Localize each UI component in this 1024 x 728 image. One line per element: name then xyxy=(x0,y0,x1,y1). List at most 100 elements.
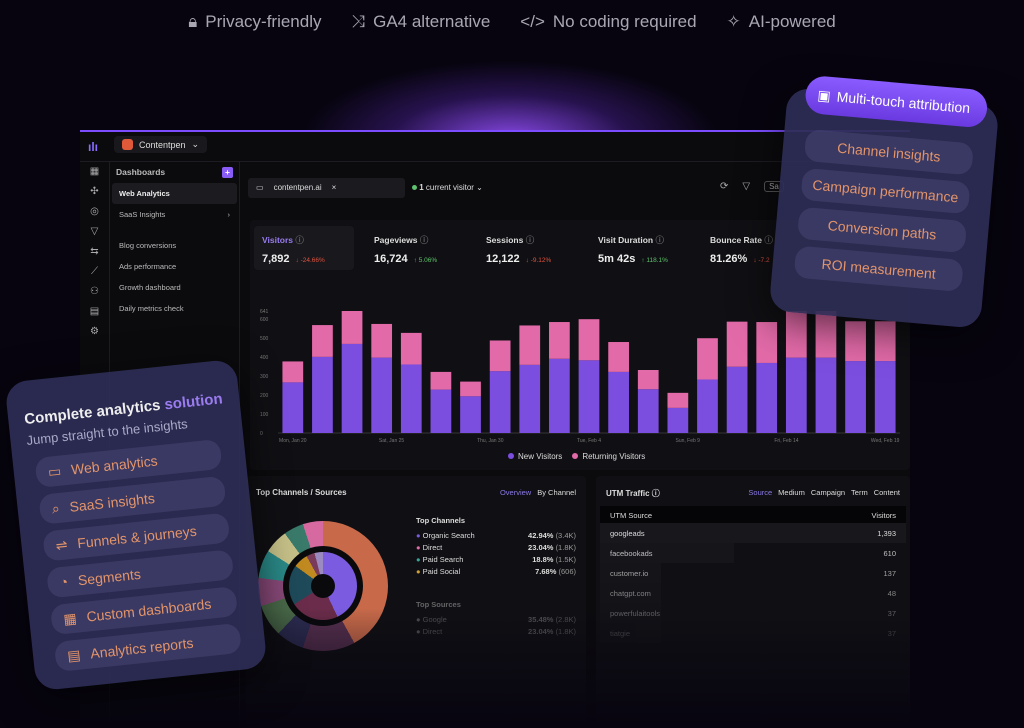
add-dashboard-button[interactable]: + xyxy=(222,167,233,178)
bar-new-visitors[interactable] xyxy=(430,389,452,433)
utm-tab-medium[interactable]: Medium xyxy=(778,488,805,497)
bar-new-visitors[interactable] xyxy=(341,343,363,433)
utm-tab-term[interactable]: Term xyxy=(851,488,868,497)
bar-returning-visitors[interactable] xyxy=(756,322,778,363)
filter-icon[interactable]: ▽ xyxy=(742,181,751,192)
sidebar-item[interactable]: Ads performance xyxy=(119,262,177,271)
bar-new-visitors[interactable] xyxy=(460,396,481,433)
attribution-item[interactable]: Channel insights xyxy=(803,128,974,176)
bar-new-visitors[interactable] xyxy=(697,379,718,433)
info-icon[interactable]: ⓘ xyxy=(764,235,773,245)
info-icon[interactable]: ⓘ xyxy=(419,235,429,245)
bar-new-visitors[interactable] xyxy=(578,360,600,433)
bar-returning-visitors[interactable] xyxy=(489,340,511,372)
sidebar-item[interactable]: Growth dashboard xyxy=(119,283,181,292)
bar-new-visitors[interactable] xyxy=(815,357,837,433)
legend-item[interactable]: New Visitors xyxy=(508,452,562,461)
sidebar-item-web-analytics[interactable]: Web Analytics xyxy=(112,183,237,204)
utm-row[interactable]: powerfulaitools 37 xyxy=(600,603,906,623)
bar-returning-visitors[interactable] xyxy=(549,322,570,359)
chart-icon[interactable]: ⟋ xyxy=(91,266,98,277)
gear-icon[interactable]: ⚙ xyxy=(90,326,99,337)
utm-row[interactable]: facebookads 610 xyxy=(600,543,906,563)
bar-new-visitors[interactable] xyxy=(371,357,393,433)
legend-item[interactable]: Returning Visitors xyxy=(572,452,645,461)
bar-new-visitors[interactable] xyxy=(637,389,659,433)
utm-row[interactable]: chatgpt.com 48 xyxy=(600,583,906,603)
bar-returning-visitors[interactable] xyxy=(400,332,422,365)
clear-filter-icon[interactable]: × xyxy=(331,183,337,192)
bar-new-visitors[interactable] xyxy=(667,407,689,433)
bar-new-visitors[interactable] xyxy=(608,371,629,433)
bar-returning-visitors[interactable] xyxy=(371,323,393,358)
project-selector[interactable]: Contentpen ⌄ xyxy=(114,136,208,153)
kpi-pageviews[interactable]: Pageviews ⓘ 16,724 ↑ 5.06% xyxy=(374,235,438,265)
bar-returning-visitors[interactable] xyxy=(667,392,689,408)
funnel-icon[interactable]: ▽ xyxy=(90,226,99,237)
bar-returning-visitors[interactable] xyxy=(460,381,481,397)
source-row[interactable]: ● Direct 23.04% (1.8K) xyxy=(416,627,576,636)
sidebar-item[interactable]: Blog conversions xyxy=(119,241,177,250)
utm-row[interactable]: googleads 1,393 xyxy=(600,523,906,543)
kpi-bounce-rate[interactable]: Bounce Rate ⓘ 81.26% ↓ -7.2 xyxy=(710,235,773,265)
bar-returning-visitors[interactable] xyxy=(815,311,837,358)
bar-new-visitors[interactable] xyxy=(400,364,422,433)
utm-row[interactable]: tiatgie 37 xyxy=(600,623,906,643)
kpi-visitors[interactable]: Visitors ⓘ 7,892 ↓ -24.66% xyxy=(254,226,354,270)
bar-new-visitors[interactable] xyxy=(282,382,304,433)
bar-returning-visitors[interactable] xyxy=(519,325,541,365)
utm-tab-campaign[interactable]: Campaign xyxy=(810,488,846,497)
sparkle-icon[interactable]: ✣ xyxy=(90,186,99,197)
bar-returning-visitors[interactable] xyxy=(430,371,452,390)
bar-returning-visitors[interactable] xyxy=(578,319,600,361)
by-channel-dropdown[interactable]: By Channel xyxy=(537,488,576,497)
bar-returning-visitors[interactable] xyxy=(312,325,333,357)
utm-tab-content[interactable]: Content xyxy=(873,488,900,497)
dollar-icon[interactable]: ◎ xyxy=(90,206,99,217)
bar-returning-visitors[interactable] xyxy=(341,311,363,344)
bar-new-visitors[interactable] xyxy=(489,371,511,433)
channel-row[interactable]: ● Direct 23.04% (1.8K) xyxy=(416,543,576,552)
tab-overview[interactable]: Overview xyxy=(499,488,532,497)
bar-new-visitors[interactable] xyxy=(312,356,333,433)
channel-row[interactable]: ● Organic Search 42.94% (3.4K) xyxy=(416,531,576,540)
bar-new-visitors[interactable] xyxy=(756,362,778,433)
bar-returning-visitors[interactable] xyxy=(608,342,629,372)
bar-returning-visitors[interactable] xyxy=(785,311,807,358)
bar-returning-visitors[interactable] xyxy=(845,321,866,362)
utm-row[interactable]: customer.io 137 xyxy=(600,563,906,583)
attribution-item[interactable]: Campaign performance xyxy=(800,167,971,215)
bar-new-visitors[interactable] xyxy=(519,364,541,433)
attribution-item[interactable]: Conversion paths xyxy=(797,206,968,254)
bar-returning-visitors[interactable] xyxy=(874,321,896,362)
info-icon[interactable]: ⓘ xyxy=(525,235,535,245)
attribution-item[interactable]: ROI measurement xyxy=(793,245,964,293)
utm-tab-source[interactable]: Source xyxy=(748,488,773,497)
grid-icon[interactable]: ▦ xyxy=(89,166,100,177)
refresh-icon[interactable]: ⟳ xyxy=(720,181,729,192)
bar-returning-visitors[interactable] xyxy=(282,361,304,383)
info-icon[interactable]: ⓘ xyxy=(655,235,664,245)
doc-icon[interactable]: ▤ xyxy=(89,306,100,317)
bar-new-visitors[interactable] xyxy=(726,366,748,433)
flow-icon[interactable]: ⇆ xyxy=(90,246,99,257)
bar-returning-visitors[interactable] xyxy=(637,370,659,390)
sidebar-item-saas-insights[interactable]: SaaS Insights › xyxy=(119,210,230,219)
bar-returning-visitors[interactable] xyxy=(697,338,718,380)
info-icon[interactable]: ⓘ xyxy=(295,235,304,245)
user-icon[interactable]: ⚇ xyxy=(90,286,99,297)
channel-row[interactable]: ● Paid Search 18.8% (1.5K) xyxy=(416,555,576,564)
sidebar-item[interactable]: Daily metrics check xyxy=(119,304,184,313)
bar-returning-visitors[interactable] xyxy=(726,321,748,367)
kpi-visit-duration[interactable]: Visit Duration ⓘ 5m 42s ↑ 118.1% xyxy=(598,235,668,265)
current-visitors[interactable]: 1 current visitor ⌄ xyxy=(412,183,483,192)
kpi-sessions[interactable]: Sessions ⓘ 12,122 ↓ -9.12% xyxy=(486,235,552,265)
source-row[interactable]: ● Google 35.48% (2.8K) xyxy=(416,615,576,624)
info-icon[interactable]: ⓘ xyxy=(651,489,660,498)
bar-new-visitors[interactable] xyxy=(785,357,807,433)
bar-new-visitors[interactable] xyxy=(874,361,896,433)
site-filter[interactable]: ▭ contentpen.ai × xyxy=(248,178,405,198)
bar-new-visitors[interactable] xyxy=(845,361,866,433)
bar-new-visitors[interactable] xyxy=(549,358,570,433)
channel-row[interactable]: ● Paid Social 7.68% (606) xyxy=(416,567,576,576)
